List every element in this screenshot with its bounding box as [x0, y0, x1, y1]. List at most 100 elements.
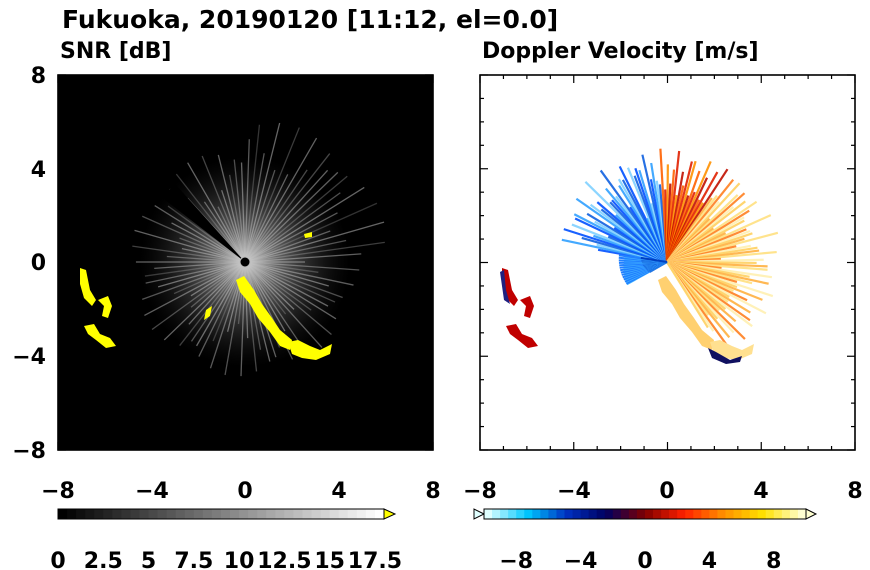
- doppler-ray: [640, 256, 668, 263]
- doppler-xtick-label: −4: [557, 479, 591, 504]
- snr-ray: [196, 261, 246, 347]
- snr-ytick-label: 4: [31, 158, 46, 183]
- doppler-colorbar-cell: [484, 509, 493, 519]
- snr-ray: [201, 155, 246, 263]
- snr-colorbar-cell: [374, 509, 385, 519]
- snr-echo-west-2: [98, 296, 112, 318]
- doppler-colorbar-cell: [685, 509, 694, 519]
- radar-site-marker: [239, 256, 251, 268]
- snr-ray: [244, 261, 329, 287]
- doppler-colorbar-cell: [612, 509, 622, 519]
- snr-colorbar-cell: [230, 509, 240, 519]
- snr-colorbar-cell: [67, 509, 77, 519]
- doppler-colorbar-cell: [709, 509, 718, 519]
- snr-ray: [187, 162, 246, 263]
- doppler-colorbar-label: 0: [637, 549, 652, 570]
- snr-colorbar-cell: [193, 509, 204, 519]
- doppler-echo-west-3: [506, 324, 538, 348]
- snr-colorbar-cell: [221, 509, 231, 519]
- snr-x-tick-labels: −8 −4 0 4 8: [41, 479, 441, 504]
- snr-ray: [244, 169, 308, 263]
- snr-ray: [212, 261, 246, 342]
- snr-ray: [244, 261, 295, 310]
- doppler-colorbar-cell: [604, 509, 614, 519]
- snr-colorbar-label: 15: [314, 549, 345, 570]
- snr-xtick-label: −4: [135, 479, 169, 504]
- snr-colorbar-cells: [58, 509, 385, 519]
- doppler-colorbar-cell: [653, 509, 662, 519]
- snr-colorbar-cell: [58, 509, 68, 519]
- snr-ray: [157, 261, 246, 288]
- snr-ray: [190, 261, 246, 342]
- doppler-colorbar-cell: [757, 509, 767, 519]
- doppler-panel: Doppler Velocity [m/s] −8 −4 0 4 8: [463, 39, 863, 570]
- snr-ray: [173, 261, 246, 295]
- snr-blocked-sector: [160, 185, 245, 262]
- doppler-colorbar-cell: [781, 509, 791, 519]
- snr-axis-ticks: [57, 74, 434, 451]
- doppler-colorbar-cell: [500, 509, 509, 519]
- snr-colorbar-cell: [365, 509, 376, 519]
- snr-ray: [154, 205, 246, 263]
- doppler-colorbar-cell: [620, 509, 630, 519]
- doppler-colorbar-cell: [564, 509, 574, 519]
- snr-ray: [244, 174, 289, 263]
- snr-ray: [144, 261, 246, 277]
- doppler-colorbar-cell: [636, 509, 646, 519]
- snr-ray: [244, 261, 249, 339]
- snr-colorbar-cell: [239, 509, 249, 519]
- snr-colorbar-label: 0: [50, 549, 65, 570]
- snr-ray: [171, 222, 246, 263]
- snr-ray: [203, 201, 246, 263]
- doppler-colorbar-cell: [516, 509, 525, 519]
- snr-colorbar-cell: [320, 509, 331, 519]
- snr-xtick-label: 4: [331, 479, 346, 504]
- snr-colorbar-cell: [266, 509, 276, 519]
- snr-colorbar-labels: 0 2.5 5 7.5 10 12.5 15 17.5: [50, 549, 402, 570]
- doppler-colorbar-cell: [492, 509, 501, 519]
- snr-ray: [166, 255, 246, 263]
- snr-ray: [244, 261, 323, 348]
- doppler-colorbar-cell: [669, 509, 678, 519]
- snr-ray: [244, 169, 276, 263]
- snr-colorbar-cell: [166, 509, 177, 519]
- snr-colorbar-label: 5: [141, 549, 156, 570]
- snr-ray: [244, 261, 287, 315]
- snr-colorbar-cell: [76, 509, 86, 519]
- doppler-echo-southeast-1: [658, 276, 714, 350]
- doppler-xtick-label: 8: [847, 479, 862, 504]
- snr-ray: [179, 261, 246, 346]
- doppler-colorbar-cell: [540, 509, 549, 519]
- snr-echo-southeast-1: [236, 276, 292, 350]
- snr-colorbar-cell: [311, 509, 322, 519]
- doppler-echo-west-1-edge: [500, 270, 510, 304]
- snr-ray: [244, 175, 348, 263]
- snr-echo-west-1: [80, 268, 96, 306]
- snr-echo-small: [204, 306, 212, 320]
- snr-ray: [151, 261, 246, 331]
- doppler-colorbar-cell: [596, 509, 606, 519]
- doppler-strong-echoes: [500, 268, 754, 364]
- doppler-xtick-label: 4: [753, 479, 768, 504]
- snr-colorbar-cell: [184, 509, 195, 519]
- snr-echo-west-3: [84, 324, 116, 348]
- snr-colorbar-cell: [257, 509, 267, 519]
- snr-echo-northeast: [304, 232, 312, 238]
- snr-ray: [132, 245, 246, 263]
- snr-ray: [217, 206, 246, 263]
- snr-ray: [244, 139, 250, 263]
- doppler-colorbar-cell: [741, 509, 751, 519]
- snr-ray: [244, 261, 312, 311]
- snr-ray: [244, 137, 318, 263]
- snr-y-tick-labels: 8 4 0 −4 −8: [12, 64, 46, 464]
- doppler-colorbar-label: 4: [702, 549, 717, 570]
- snr-panel: SNR [dB] 8 4 0 −4 −8: [12, 39, 440, 570]
- snr-ray: [221, 189, 246, 263]
- snr-colorbar-cell: [211, 509, 222, 519]
- snr-colorbar-cell: [112, 509, 122, 519]
- snr-colorbar: 0 2.5 5 7.5 10 12.5 15 17.5: [50, 508, 402, 570]
- doppler-colorbar-cell: [572, 509, 582, 519]
- snr-ytick-label: −4: [12, 345, 46, 370]
- snr-ray: [244, 261, 343, 299]
